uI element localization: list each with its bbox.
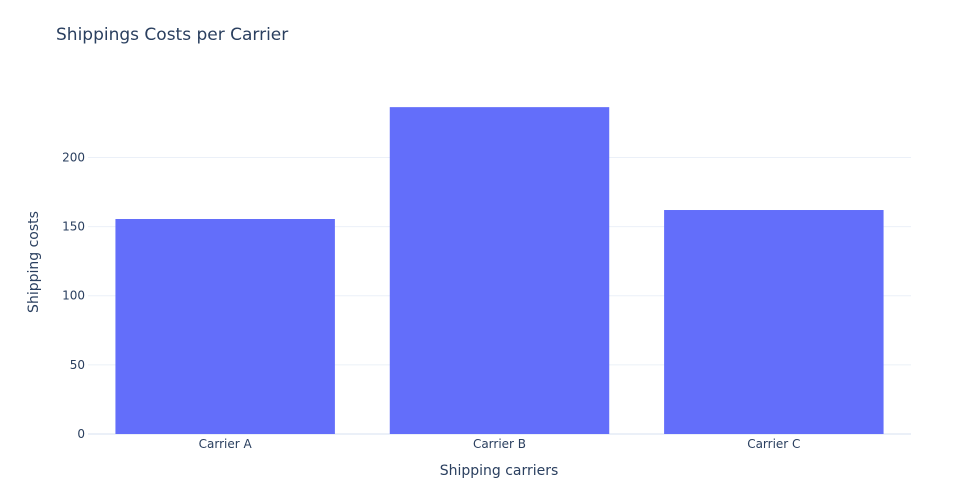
x-tick-label: Carrier B — [473, 437, 526, 451]
x-axis-title: Shipping carriers — [440, 463, 559, 479]
chart-title: Shippings Costs per Carrier — [56, 25, 288, 45]
y-tick-label: 200 — [62, 150, 85, 164]
x-tick-label: Carrier A — [199, 437, 253, 451]
y-axis-title: Shipping costs — [26, 211, 42, 313]
x-tick-labels: Carrier A Carrier B Carrier C — [199, 437, 801, 451]
y-tick-label: 150 — [62, 220, 85, 234]
y-tick-labels: 0 50 100 150 200 — [62, 150, 85, 441]
y-tick-label: 100 — [62, 289, 85, 303]
bar-carrier-c[interactable] — [664, 210, 884, 434]
bars — [115, 107, 884, 435]
x-tick-label: Carrier C — [747, 437, 800, 451]
y-tick-label: 50 — [70, 358, 85, 372]
bar-carrier-a[interactable] — [115, 219, 335, 434]
bar-carrier-b[interactable] — [389, 107, 610, 435]
y-tick-label: 0 — [77, 427, 85, 441]
